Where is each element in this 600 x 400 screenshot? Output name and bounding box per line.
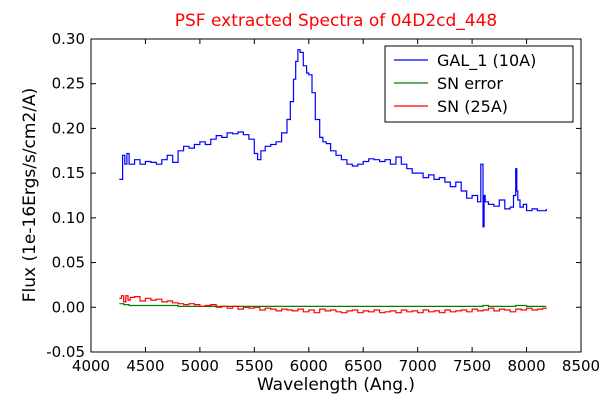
y-tick-label: 0.20 (52, 119, 85, 137)
y-tick-label: 0.00 (52, 298, 85, 316)
x-tick-label: 7000 (399, 357, 437, 375)
x-axis-ticks: 4000 4500 5000 5500 6000 6500 7000 7500 8000 8500 (72, 39, 600, 375)
series-line-1 (119, 49, 547, 228)
series-line-3 (119, 295, 547, 314)
y-axis-ticks: -0.05 0.00 0.05 0.10 0.15 0.20 0.25 0.30 (46, 30, 581, 361)
legend-label: SN error (437, 74, 503, 93)
x-tick-label: 7500 (453, 357, 491, 375)
x-tick-label: 8500 (562, 357, 600, 375)
legend-label: GAL_1 (10A) (437, 51, 536, 71)
series-layer (119, 49, 547, 314)
plot-frame (90, 38, 582, 353)
legend: GAL_1 (10A) SN error SN (25A) (384, 45, 574, 123)
x-tick-label: 4000 (72, 357, 110, 375)
series-line-2 (119, 303, 547, 307)
x-tick-label: 6500 (344, 357, 382, 375)
y-tick-label: 0.05 (52, 254, 85, 272)
x-tick-label: 5000 (181, 357, 219, 375)
x-tick-label: 4500 (126, 357, 164, 375)
y-tick-label: 0.25 (52, 75, 85, 93)
x-tick-label: 5500 (235, 357, 273, 375)
y-tick-label: 0.10 (52, 209, 85, 227)
y-tick-label: -0.05 (46, 343, 85, 361)
x-tick-label: 8000 (507, 357, 545, 375)
y-tick-label: 0.15 (52, 164, 85, 182)
y-tick-label: 0.30 (52, 30, 85, 48)
legend-frame (384, 45, 574, 123)
x-tick-label: 6000 (290, 357, 328, 375)
y-axis-label: Flux (1e-16Ergs/s/cm2/A) (20, 88, 40, 303)
x-axis-label: Wavelength (Ang.) (257, 375, 415, 395)
legend-items: GAL_1 (10A) SN error SN (25A) (394, 51, 536, 116)
legend-label: SN (25A) (437, 97, 508, 116)
chart-title: PSF extracted Spectra of 04D2cd_448 (175, 11, 497, 31)
